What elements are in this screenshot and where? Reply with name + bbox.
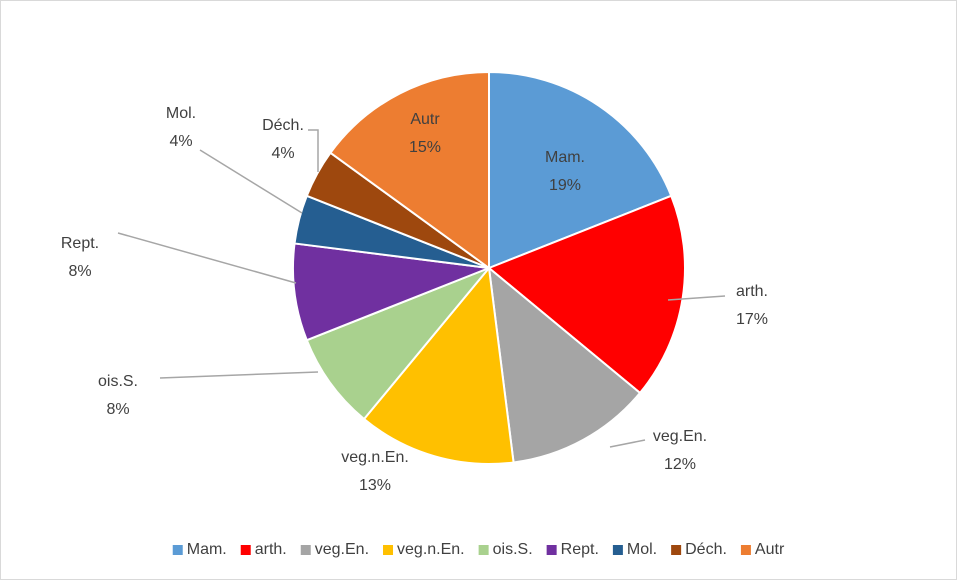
legend-label: ois.S. [493, 541, 533, 558]
data-label-value: 8% [68, 263, 91, 280]
legend-label: veg.n.En. [397, 541, 465, 558]
legend-swatch [478, 545, 489, 555]
data-label-value: 4% [271, 145, 294, 162]
legend-label: Rept. [561, 541, 599, 558]
legend-swatch [671, 545, 682, 555]
pie-slice [488, 70, 673, 270]
data-label-value: 17% [736, 311, 768, 328]
legend-swatch [172, 545, 183, 555]
data-label-value: 13% [359, 477, 391, 494]
data-label-value: 4% [169, 133, 192, 150]
data-label-name: arth. [736, 283, 768, 300]
pie-slice [329, 70, 490, 270]
legend-swatch [383, 545, 394, 555]
data-label-value: 12% [664, 456, 696, 473]
legend-label: veg.En. [315, 541, 369, 558]
pie-slice [305, 267, 490, 421]
leader-line [609, 439, 646, 448]
leader-line [199, 149, 303, 214]
leader-line [159, 371, 319, 379]
leader-line [117, 232, 297, 284]
data-label-name: Rept. [61, 235, 99, 252]
legend-swatch [300, 545, 311, 555]
pie-slice [362, 265, 515, 465]
legend-label: Autr [755, 541, 785, 558]
legend-swatch [240, 545, 251, 555]
legend-label: Déch. [685, 541, 727, 558]
data-label-name: Déch. [262, 117, 304, 134]
legend-swatch [546, 545, 557, 555]
legend-swatch [612, 545, 623, 555]
leader-line [667, 295, 726, 301]
data-label-name: veg.En. [653, 428, 707, 445]
data-label-value: 19% [549, 177, 581, 194]
pie-slice [292, 242, 490, 342]
data-label-name: Mol. [166, 105, 196, 122]
leader-line [308, 129, 319, 172]
data-label-value: 8% [106, 401, 129, 418]
data-label-value: 15% [409, 139, 441, 156]
data-label-name: veg.n.En. [341, 449, 409, 466]
data-label-name: Autr [410, 111, 440, 128]
data-label-name: Mam. [545, 149, 585, 166]
pie-slice [487, 265, 642, 464]
data-label-name: ois.S. [98, 373, 138, 390]
legend-label: Mol. [627, 541, 657, 558]
legend-swatch [740, 545, 751, 555]
legend-label: Mam. [187, 541, 227, 558]
legend-label: arth. [255, 541, 287, 558]
